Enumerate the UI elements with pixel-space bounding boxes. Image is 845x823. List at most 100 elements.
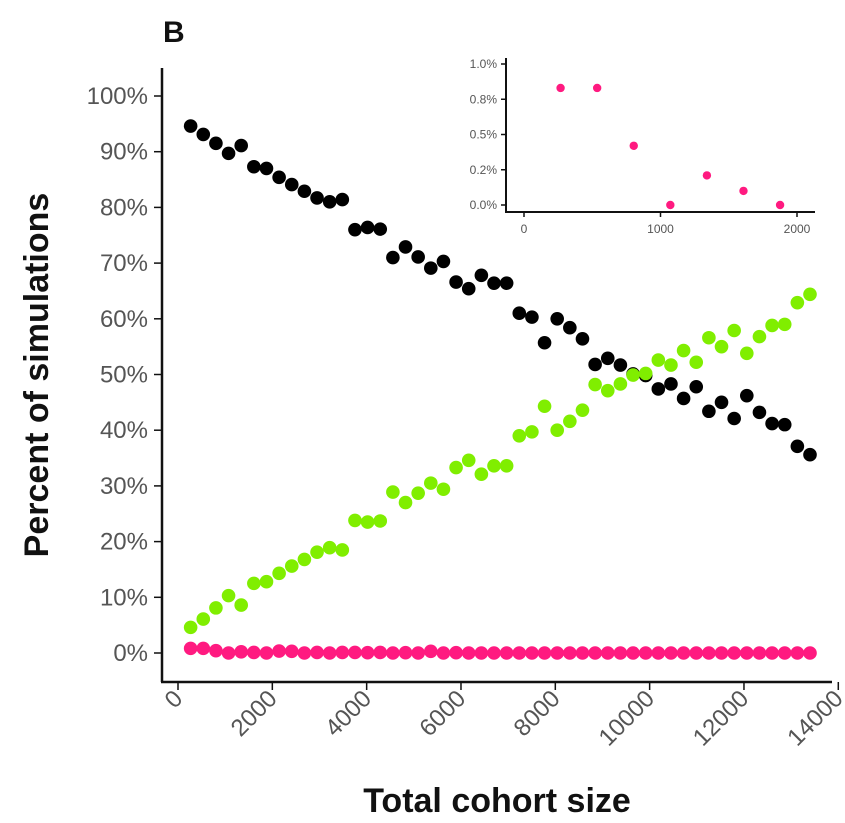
data-point-series-2 bbox=[499, 459, 514, 473]
data-point-series-1 bbox=[386, 250, 400, 265]
data-point-series-1 bbox=[373, 222, 388, 236]
data-point-series-3 bbox=[676, 646, 691, 660]
data-point-series-1 bbox=[740, 388, 754, 403]
data-point-series-2 bbox=[651, 353, 666, 367]
x-tick-label: 8000 bbox=[509, 685, 566, 742]
inset-x-ticks: 0 1000 2000 bbox=[521, 212, 811, 236]
data-point-series-3 bbox=[335, 645, 350, 660]
data-point-series-2 bbox=[449, 460, 463, 475]
data-point-series-2 bbox=[272, 566, 286, 581]
data-point-series-1 bbox=[689, 379, 704, 394]
data-point-series-2 bbox=[563, 414, 577, 429]
data-point-series-3 bbox=[221, 646, 236, 660]
data-point-series-3 bbox=[196, 641, 211, 656]
data-point-series-1 bbox=[651, 382, 666, 396]
data-point-series-1 bbox=[613, 358, 628, 372]
data-point-series-2 bbox=[234, 598, 248, 612]
x-tick-label: 6000 bbox=[414, 685, 471, 742]
data-point-series-3 bbox=[259, 646, 274, 660]
data-point-series-3 bbox=[525, 646, 539, 660]
data-point-series-3 bbox=[803, 646, 817, 660]
main-plot-axes bbox=[160, 68, 832, 684]
data-point-series-1 bbox=[234, 138, 248, 153]
data-point-series-3 bbox=[499, 646, 514, 660]
data-point-series-2 bbox=[752, 329, 767, 344]
data-point-series-1 bbox=[563, 320, 577, 335]
data-point-series-3 bbox=[550, 646, 564, 660]
data-point-series-3 bbox=[449, 645, 463, 660]
data-point-series-3 bbox=[626, 646, 640, 660]
data-point-series-1 bbox=[449, 275, 463, 289]
data-point-series-1 bbox=[525, 310, 539, 324]
data-point-series-1 bbox=[550, 312, 564, 326]
y-tick-label: 0% bbox=[113, 640, 148, 667]
data-point-series-3 bbox=[310, 645, 324, 660]
data-point-series-2 bbox=[600, 383, 615, 398]
data-point-series-3 bbox=[234, 645, 248, 659]
data-point-series-2 bbox=[638, 366, 653, 381]
data-point-series-1 bbox=[588, 357, 602, 372]
data-point-series-2 bbox=[247, 576, 261, 591]
data-point-series-2 bbox=[348, 513, 362, 528]
data-point-series-1 bbox=[702, 404, 716, 419]
data-point-series-1 bbox=[411, 250, 425, 264]
y-tick-label: 20% bbox=[100, 529, 148, 556]
data-point-series-2 bbox=[474, 467, 489, 482]
data-point-series-1 bbox=[424, 261, 438, 275]
data-point-series-1 bbox=[461, 281, 476, 296]
data-point-series-1 bbox=[247, 159, 261, 174]
data-point-series-2 bbox=[436, 482, 451, 497]
data-point-series-3 bbox=[575, 646, 590, 660]
data-point-series-3 bbox=[765, 646, 779, 660]
data-point-series-2 bbox=[702, 330, 716, 345]
x-axis-title: Total cohort size bbox=[363, 782, 631, 820]
data-point-series-1 bbox=[727, 411, 741, 426]
x-tick-label: 0 bbox=[160, 685, 189, 714]
data-point-series-3 bbox=[398, 645, 413, 660]
data-point-series-3 bbox=[752, 646, 767, 660]
data-point-series-1 bbox=[537, 335, 552, 350]
data-point-series-2 bbox=[424, 476, 438, 490]
y-tick-label: 50% bbox=[100, 362, 148, 389]
data-point-series-2 bbox=[386, 485, 400, 499]
y-tick-label: 40% bbox=[100, 417, 148, 444]
data-point-series-1 bbox=[575, 332, 590, 346]
y-tick-label: 80% bbox=[100, 194, 148, 221]
data-point-series-2 bbox=[373, 514, 388, 528]
data-point-series-1 bbox=[272, 170, 286, 185]
y-tick-label: 30% bbox=[100, 473, 148, 500]
data-point-series-2 bbox=[664, 358, 678, 372]
data-point-series-2 bbox=[740, 346, 754, 361]
data-point-series-2 bbox=[727, 323, 741, 338]
inset-y-tick-label: 1.0% bbox=[470, 57, 498, 71]
inset-y-tick-label: 0.2% bbox=[470, 163, 498, 177]
data-point-series-2 bbox=[676, 343, 691, 358]
data-point-series-2 bbox=[310, 545, 324, 559]
inset-x-tick-label: 0 bbox=[521, 222, 528, 236]
data-point-series-1 bbox=[259, 161, 274, 176]
panel-label: B bbox=[163, 16, 185, 49]
data-point-series-3 bbox=[322, 646, 337, 660]
data-point-series-1 bbox=[322, 195, 337, 209]
data-point-series-2 bbox=[512, 428, 527, 443]
data-point-series-2 bbox=[398, 495, 413, 510]
data-point-series-2 bbox=[626, 368, 640, 382]
inset-plot-axes bbox=[505, 58, 815, 213]
main-y-ticks: 0% 10% 20% 30% 40% 50% 60% 70% 80% 90% 100% bbox=[87, 83, 162, 667]
data-point-series-2 bbox=[550, 423, 564, 438]
main-plot-points bbox=[183, 119, 817, 660]
data-point-series-2 bbox=[461, 453, 476, 468]
data-point-series-3 bbox=[563, 646, 577, 660]
inset-data-point bbox=[629, 141, 638, 150]
inset-data-point bbox=[666, 200, 675, 210]
data-point-series-1 bbox=[803, 447, 817, 462]
data-point-series-1 bbox=[474, 268, 489, 283]
data-point-series-1 bbox=[499, 276, 514, 290]
data-point-series-3 bbox=[411, 646, 425, 660]
data-point-series-2 bbox=[221, 588, 236, 603]
data-point-series-3 bbox=[183, 641, 198, 656]
inset-data-point bbox=[556, 83, 565, 93]
data-point-series-1 bbox=[436, 254, 451, 269]
y-tick-label: 10% bbox=[100, 584, 148, 611]
y-tick-label: 90% bbox=[100, 139, 148, 166]
